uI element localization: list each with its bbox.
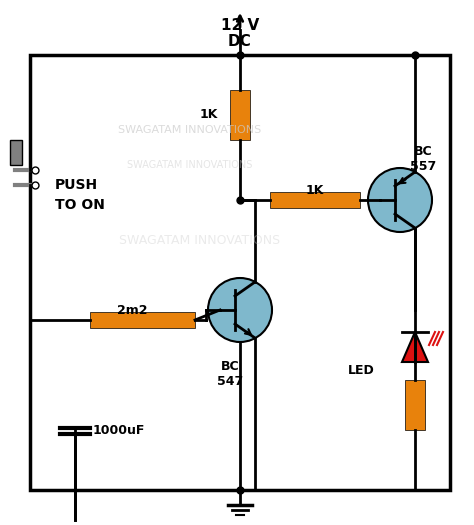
Text: 1000uF: 1000uF <box>93 424 146 436</box>
Polygon shape <box>402 332 428 362</box>
Text: PUSH: PUSH <box>55 178 98 192</box>
Text: TO ON: TO ON <box>55 198 105 212</box>
Text: SWAGATAM INNOVATIONS: SWAGATAM INNOVATIONS <box>119 234 281 247</box>
Text: 12 V: 12 V <box>221 17 259 33</box>
Bar <box>270 192 360 208</box>
Text: 1K: 1K <box>306 184 324 197</box>
Bar <box>90 312 195 328</box>
Text: BC
557: BC 557 <box>410 145 436 173</box>
Bar <box>30 55 450 490</box>
Bar <box>405 380 425 430</box>
Text: SWAGATAM INNOVATIONS: SWAGATAM INNOVATIONS <box>128 160 253 170</box>
Text: SWAGATAM INNOVATIONS: SWAGATAM INNOVATIONS <box>118 125 262 135</box>
Text: 1K: 1K <box>200 109 218 121</box>
Circle shape <box>368 168 432 232</box>
Text: LED: LED <box>348 363 375 376</box>
Bar <box>10 140 22 165</box>
Circle shape <box>208 278 272 342</box>
Text: 2m2: 2m2 <box>117 304 148 317</box>
Text: BC
547: BC 547 <box>217 360 243 388</box>
Text: DC: DC <box>228 35 252 49</box>
Bar <box>230 90 250 140</box>
